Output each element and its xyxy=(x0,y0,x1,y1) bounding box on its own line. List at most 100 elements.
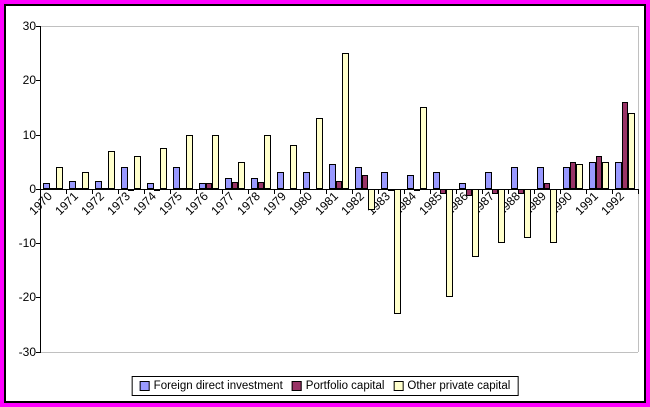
y-axis-tick-label: -20 xyxy=(18,290,36,305)
bar xyxy=(43,183,50,189)
plot-area: 30 20 10 0 -10 -20 -30 1970 1971 1972 1973 1974 1975… xyxy=(6,6,644,401)
x-axis-tick xyxy=(170,188,171,194)
bar xyxy=(231,182,239,189)
x-axis-tick xyxy=(586,188,587,194)
bar xyxy=(277,172,284,189)
bar xyxy=(173,167,180,189)
bar xyxy=(543,183,551,189)
bar xyxy=(69,180,76,189)
legend-label: Portfolio capital xyxy=(305,380,385,392)
x-axis-tick xyxy=(274,188,275,194)
bar xyxy=(108,150,115,189)
bar xyxy=(147,183,154,189)
bar xyxy=(602,161,609,189)
gridline xyxy=(40,351,638,353)
bar xyxy=(615,161,622,189)
x-axis-tick xyxy=(222,188,223,194)
x-axis-tick xyxy=(248,188,249,194)
x-axis-tick xyxy=(482,188,483,194)
bar xyxy=(316,118,323,189)
y-axis-tick xyxy=(36,134,40,136)
x-axis-tick xyxy=(456,188,457,194)
bar xyxy=(628,112,635,189)
bar xyxy=(257,182,265,189)
legend-swatch-icon xyxy=(393,381,404,391)
x-axis-tick xyxy=(534,188,535,194)
x-axis-tick xyxy=(508,188,509,194)
bar xyxy=(238,161,245,189)
bar xyxy=(576,164,583,189)
legend-label: Other private capital xyxy=(407,380,511,392)
bar xyxy=(472,188,479,257)
bar xyxy=(56,167,63,189)
bar xyxy=(433,172,440,189)
bar xyxy=(459,183,466,189)
x-axis xyxy=(40,188,638,190)
bar xyxy=(160,148,167,189)
x-axis-tick xyxy=(326,188,327,194)
x-axis-tick xyxy=(404,188,405,194)
x-axis-tick xyxy=(92,188,93,194)
bar xyxy=(205,183,213,189)
y-axis-tick xyxy=(36,351,40,353)
x-axis-tick xyxy=(300,188,301,194)
x-axis-tick xyxy=(612,188,613,194)
y-axis-tick xyxy=(36,188,40,190)
chart-canvas: 30 20 10 0 -10 -20 -30 1970 1971 1972 1973 1974 1975… xyxy=(4,4,646,403)
x-axis-tick xyxy=(196,188,197,194)
bar xyxy=(355,167,362,189)
legend-item: Portfolio capital xyxy=(291,380,385,392)
bar xyxy=(537,167,544,189)
bar xyxy=(199,183,206,189)
gridline xyxy=(40,26,638,27)
bar xyxy=(498,188,505,243)
y-axis-tick xyxy=(36,297,40,299)
bar xyxy=(361,175,369,189)
bar xyxy=(524,188,531,238)
bar xyxy=(511,167,518,189)
bar xyxy=(225,177,232,189)
bar xyxy=(595,156,603,189)
bar xyxy=(446,188,453,298)
legend-item: Other private capital xyxy=(393,380,510,392)
x-axis-tick xyxy=(430,188,431,194)
legend-swatch-icon xyxy=(291,381,302,391)
bar xyxy=(589,161,596,189)
bar xyxy=(407,175,414,189)
bar xyxy=(394,188,401,314)
x-axis-tick xyxy=(638,188,639,194)
bar xyxy=(251,177,258,189)
y-axis-tick xyxy=(36,243,40,244)
bar xyxy=(621,101,629,189)
legend: Foreign direct investment Portfolio capit… xyxy=(131,376,519,396)
bar xyxy=(186,134,193,189)
bar xyxy=(303,172,310,189)
x-axis-tick xyxy=(40,188,41,194)
bar xyxy=(563,167,570,189)
x-axis-tick xyxy=(66,188,67,194)
y-axis-tick-label: -10 xyxy=(18,236,36,250)
bar xyxy=(368,188,375,211)
y-axis-tick xyxy=(36,26,40,27)
bar xyxy=(381,172,388,189)
bar xyxy=(134,156,141,189)
y-axis-tick-label: 0 xyxy=(29,181,36,196)
bar xyxy=(121,167,128,189)
bar xyxy=(342,53,349,189)
bar xyxy=(212,134,219,189)
legend-label: Foreign direct investment xyxy=(153,380,283,392)
y-axis-tick-label: -30 xyxy=(18,344,36,359)
y-axis-tick-label: 10 xyxy=(22,127,36,142)
y-axis-tick xyxy=(36,80,40,82)
bar xyxy=(550,188,557,243)
bar xyxy=(569,161,577,189)
x-axis-tick xyxy=(378,188,379,194)
legend-item: Foreign direct investment xyxy=(139,380,283,392)
x-axis-tick xyxy=(144,188,145,194)
bar xyxy=(329,164,336,189)
bar xyxy=(335,180,343,189)
bar xyxy=(420,107,427,189)
legend-swatch-icon xyxy=(139,381,150,391)
bar xyxy=(290,145,297,189)
